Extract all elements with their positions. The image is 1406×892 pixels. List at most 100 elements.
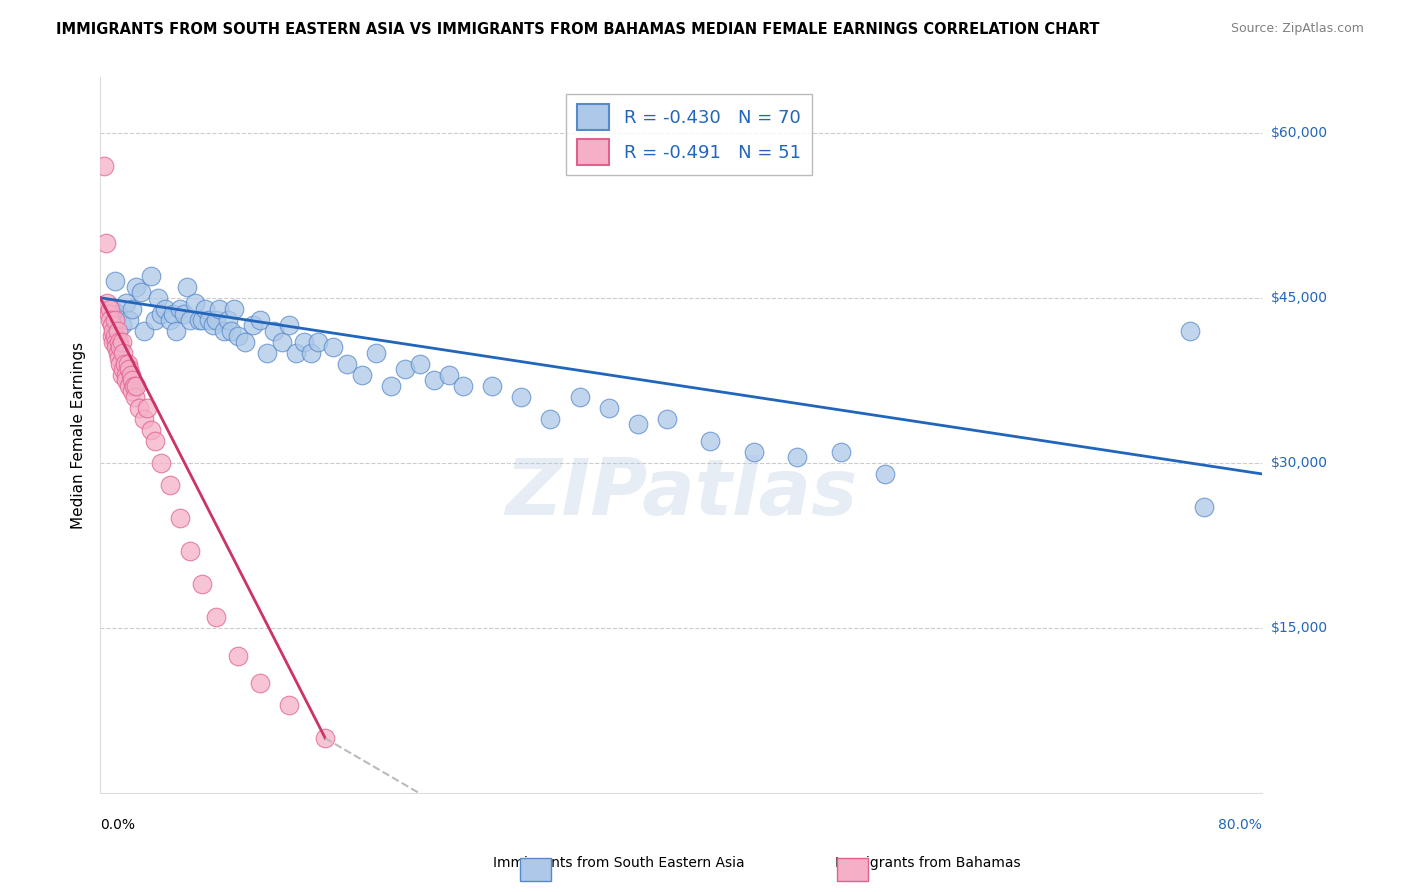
- Point: [159, 312, 181, 326]
- Text: $60,000: $60,000: [1271, 126, 1327, 139]
- Point: [100, 318, 122, 333]
- Point: [150, 456, 173, 470]
- Point: [98, 301, 121, 316]
- Point: [148, 291, 170, 305]
- Point: [103, 334, 125, 349]
- Point: [121, 373, 143, 387]
- Point: [278, 698, 301, 713]
- Point: [249, 312, 271, 326]
- Text: ZIPatlas: ZIPatlas: [505, 455, 858, 531]
- Point: [322, 340, 344, 354]
- Text: 0.0%: 0.0%: [100, 818, 135, 832]
- Point: [104, 312, 127, 326]
- Point: [219, 324, 242, 338]
- Point: [270, 334, 292, 349]
- Point: [105, 340, 128, 354]
- Point: [187, 312, 209, 326]
- Point: [176, 279, 198, 293]
- Point: [568, 390, 591, 404]
- Point: [100, 329, 122, 343]
- Point: [217, 312, 239, 326]
- Text: 80.0%: 80.0%: [1219, 818, 1263, 832]
- Text: $30,000: $30,000: [1271, 456, 1327, 470]
- Point: [114, 357, 136, 371]
- Point: [104, 274, 127, 288]
- Point: [97, 307, 120, 321]
- Point: [118, 312, 141, 326]
- Point: [155, 301, 177, 316]
- Point: [93, 159, 115, 173]
- Point: [208, 301, 231, 316]
- Point: [135, 401, 157, 415]
- Point: [143, 312, 166, 326]
- Point: [655, 412, 678, 426]
- Text: Immigrants from South Eastern Asia: Immigrants from South Eastern Asia: [494, 855, 744, 870]
- Point: [111, 318, 134, 333]
- Point: [100, 301, 122, 316]
- Point: [162, 307, 184, 321]
- Y-axis label: Median Female Earnings: Median Female Earnings: [72, 342, 86, 529]
- Point: [242, 318, 264, 333]
- Point: [124, 390, 146, 404]
- Point: [132, 412, 155, 426]
- Point: [202, 318, 225, 333]
- Point: [120, 368, 142, 382]
- Legend: R = -0.430   N = 70, R = -0.491   N = 51: R = -0.430 N = 70, R = -0.491 N = 51: [567, 94, 811, 176]
- Point: [125, 279, 148, 293]
- Point: [437, 368, 460, 382]
- Point: [108, 351, 131, 366]
- Point: [111, 368, 134, 382]
- Point: [226, 648, 249, 663]
- Point: [278, 318, 301, 333]
- Point: [336, 357, 359, 371]
- Point: [540, 412, 562, 426]
- Point: [173, 307, 195, 321]
- Point: [98, 312, 121, 326]
- Point: [115, 368, 138, 382]
- Point: [128, 401, 150, 415]
- Point: [409, 357, 432, 371]
- Point: [115, 296, 138, 310]
- Point: [1178, 324, 1201, 338]
- Text: $45,000: $45,000: [1271, 291, 1327, 305]
- Point: [117, 357, 139, 371]
- Point: [481, 379, 503, 393]
- Point: [205, 312, 228, 326]
- Point: [104, 329, 127, 343]
- Point: [108, 334, 131, 349]
- Point: [169, 301, 191, 316]
- Point: [132, 324, 155, 338]
- Point: [423, 373, 446, 387]
- Point: [125, 379, 148, 393]
- Point: [198, 312, 221, 326]
- Point: [143, 434, 166, 448]
- Text: Immigrants from Bahamas: Immigrants from Bahamas: [835, 855, 1021, 870]
- Point: [226, 329, 249, 343]
- Point: [786, 450, 808, 465]
- Point: [510, 390, 533, 404]
- Point: [110, 357, 132, 371]
- Point: [139, 423, 162, 437]
- Point: [122, 379, 145, 393]
- Point: [165, 324, 187, 338]
- Point: [366, 346, 388, 360]
- Point: [112, 362, 135, 376]
- Point: [292, 334, 315, 349]
- Point: [179, 544, 201, 558]
- Point: [256, 346, 278, 360]
- Point: [121, 301, 143, 316]
- Point: [235, 334, 257, 349]
- Point: [205, 610, 228, 624]
- Point: [626, 417, 648, 432]
- Point: [105, 334, 128, 349]
- Point: [112, 346, 135, 360]
- Text: IMMIGRANTS FROM SOUTH EASTERN ASIA VS IMMIGRANTS FROM BAHAMAS MEDIAN FEMALE EARN: IMMIGRANTS FROM SOUTH EASTERN ASIA VS IM…: [56, 22, 1099, 37]
- Point: [830, 445, 852, 459]
- Point: [307, 334, 329, 349]
- Point: [314, 731, 336, 746]
- Point: [150, 307, 173, 321]
- Point: [94, 235, 117, 250]
- Point: [103, 324, 125, 338]
- Point: [873, 467, 896, 481]
- Point: [191, 577, 214, 591]
